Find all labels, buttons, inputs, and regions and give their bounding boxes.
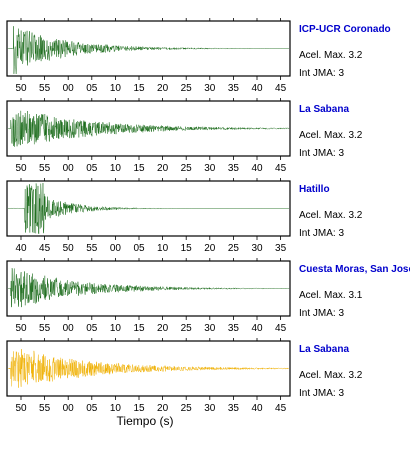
tick-label: 50 <box>15 83 27 94</box>
tick-label: 15 <box>133 403 145 414</box>
station-info: Cuesta Moras, San José Acel. Max. 3.1 Int … <box>299 264 410 324</box>
tick-label: 45 <box>275 323 287 334</box>
waveform-line <box>7 26 290 74</box>
tick-label: 40 <box>251 163 263 174</box>
tick-label: 35 <box>228 323 240 334</box>
station-name: La Sabana <box>299 104 350 115</box>
tick-label: 40 <box>15 243 27 254</box>
tick-label: 45 <box>275 163 287 174</box>
station-info: La Sabana Acel. Max. 3.2 Int JMA: 3 <box>299 344 410 404</box>
tick-label: 45 <box>39 243 51 254</box>
acceleration-value: Acel. Max. 3.2 <box>299 50 363 61</box>
tick-label: 25 <box>228 243 240 254</box>
tick-label: 40 <box>251 323 263 334</box>
jma-intensity: Int JMA: 3 <box>299 68 345 79</box>
tick-label: 15 <box>133 163 145 174</box>
station-name: ICP-UCR Coronado <box>299 24 391 35</box>
tick-label: 30 <box>204 163 216 174</box>
waveform-line <box>7 268 290 308</box>
waveform-line <box>7 349 290 388</box>
station-name: Hatillo <box>299 184 330 195</box>
waveform-line <box>7 110 290 147</box>
tick-label: 05 <box>86 163 98 174</box>
tick-label: 55 <box>86 243 98 254</box>
seismogram-panel: 50 55 00 05 10 15 20 25 30 35 40 45 <box>6 18 291 94</box>
station-name: Cuesta Moras, San José <box>299 264 410 275</box>
tick-label: 55 <box>39 83 51 94</box>
tick-label: 30 <box>204 323 216 334</box>
tick-label: 55 <box>39 403 51 414</box>
tick-label: 35 <box>228 163 240 174</box>
tick-label: 05 <box>86 323 98 334</box>
tick-label: 15 <box>133 83 145 94</box>
tick-label: 25 <box>181 403 193 414</box>
acceleration-value: Acel. Max. 3.2 <box>299 130 363 141</box>
tick-label: 10 <box>110 83 122 94</box>
tick-label: 15 <box>133 323 145 334</box>
seismogram-panel: 40 45 50 55 00 05 10 15 20 25 30 35 <box>6 178 291 254</box>
tick-label: 00 <box>110 243 122 254</box>
tick-label: 40 <box>251 83 263 94</box>
tick-label: 05 <box>133 243 145 254</box>
tick-label: 05 <box>86 403 98 414</box>
station-info: La Sabana Acel. Max. 3.2 Int JMA: 3 <box>299 104 410 164</box>
tick-label: 10 <box>157 243 169 254</box>
tick-label: 50 <box>15 323 27 334</box>
jma-intensity: Int JMA: 3 <box>299 148 345 159</box>
seismogram-panel: 50 55 00 05 10 15 20 25 30 35 40 45 <box>6 98 291 174</box>
tick-label: 20 <box>157 323 169 334</box>
tick-label: 00 <box>63 403 75 414</box>
tick-label: 10 <box>110 163 122 174</box>
waveform-line <box>7 183 289 235</box>
tick-label: 50 <box>15 163 27 174</box>
tick-label: 20 <box>157 403 169 414</box>
tick-label: 50 <box>15 403 27 414</box>
tick-label: 20 <box>157 163 169 174</box>
acceleration-value: Acel. Max. 3.1 <box>299 290 363 301</box>
seismogram-panel: 50 55 00 05 10 15 20 25 30 35 40 45 <box>6 338 291 414</box>
seismogram-panel: 50 55 00 05 10 15 20 25 30 35 40 45 <box>6 258 291 334</box>
tick-label: 15 <box>181 243 193 254</box>
tick-label: 20 <box>204 243 216 254</box>
acceleration-value: Acel. Max. 3.2 <box>299 370 363 381</box>
tick-label: 55 <box>39 163 51 174</box>
tick-label: 40 <box>251 403 263 414</box>
tick-label: 50 <box>63 243 75 254</box>
tick-label: 35 <box>275 243 287 254</box>
tick-label: 45 <box>275 83 287 94</box>
tick-label: 20 <box>157 83 169 94</box>
tick-label: 25 <box>181 83 193 94</box>
tick-label: 10 <box>110 323 122 334</box>
tick-label: 30 <box>251 243 263 254</box>
tick-label: 35 <box>228 83 240 94</box>
jma-intensity: Int JMA: 3 <box>299 388 345 399</box>
tick-label: 55 <box>39 323 51 334</box>
tick-label: 35 <box>228 403 240 414</box>
tick-label: 45 <box>275 403 287 414</box>
acceleration-value: Acel. Max. 3.2 <box>299 210 363 221</box>
tick-label: 00 <box>63 163 75 174</box>
tick-label: 30 <box>204 83 216 94</box>
tick-label: 00 <box>63 83 75 94</box>
station-info: Hatillo Acel. Max. 3.2 Int JMA: 3 <box>299 184 410 244</box>
tick-label: 25 <box>181 323 193 334</box>
tick-label: 30 <box>204 403 216 414</box>
station-name: La Sabana <box>299 344 350 355</box>
jma-intensity: Int JMA: 3 <box>299 228 345 239</box>
station-info: ICP-UCR Coronado Acel. Max. 3.2 Int JMA: 3 <box>299 24 410 84</box>
tick-label: 25 <box>181 163 193 174</box>
tick-label: 10 <box>110 403 122 414</box>
jma-intensity: Int JMA: 3 <box>299 308 345 319</box>
tick-label: 00 <box>63 323 75 334</box>
tick-label: 05 <box>86 83 98 94</box>
x-axis-label: Tiempo (s) <box>116 414 174 428</box>
